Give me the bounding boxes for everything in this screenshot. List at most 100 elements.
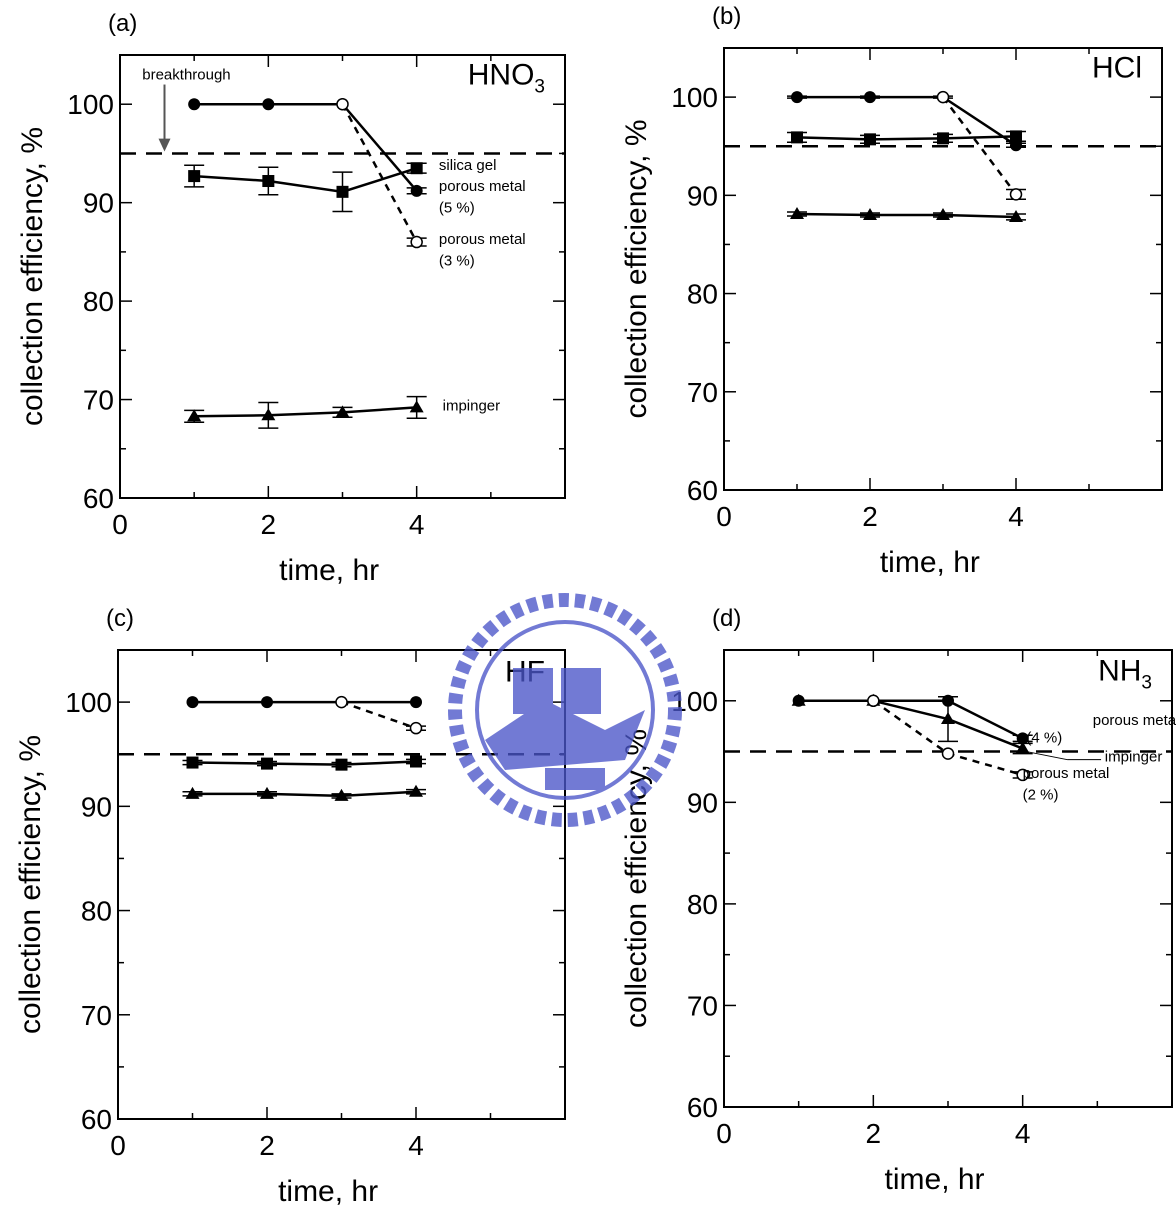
data-point [188, 170, 201, 183]
annotation: (5 %) [439, 200, 475, 217]
annotation: impinger [443, 397, 501, 414]
data-point [937, 132, 949, 145]
data-point [867, 694, 880, 708]
x-tick-label: 0 [110, 1130, 126, 1161]
data-point [410, 235, 423, 249]
data-point [864, 91, 876, 104]
data-point [1016, 768, 1029, 782]
series-line [798, 699, 1024, 750]
data-point [262, 98, 275, 111]
data-point [260, 786, 274, 799]
data-point [335, 405, 350, 418]
data-point [409, 721, 423, 735]
y-tick-label: 80 [83, 286, 114, 317]
data-point [410, 184, 423, 197]
annotation: (3 %) [439, 253, 475, 270]
x-tick-label: 0 [112, 509, 128, 540]
panel-label: (b) [712, 3, 741, 30]
x-axis-title: time, hr [885, 1163, 985, 1196]
data-point [336, 185, 349, 198]
data-point [187, 409, 202, 422]
series-line [798, 699, 1024, 740]
data-point [790, 206, 804, 219]
x-tick-label: 4 [409, 509, 425, 540]
data-point [335, 758, 348, 771]
annotation: impinger [1105, 749, 1163, 766]
annotation: (4 %) [1026, 729, 1062, 746]
data-point [261, 757, 273, 770]
series-line [797, 95, 1017, 147]
y-tick-label: 80 [687, 889, 718, 920]
data-point [186, 696, 199, 709]
data-point [1010, 130, 1022, 143]
data-point [410, 755, 422, 768]
series-line [341, 103, 418, 243]
y-tick-label: 70 [687, 377, 718, 408]
series-line [796, 135, 1017, 141]
y-tick-label: 60 [687, 475, 718, 506]
panel-c: 0 2 4 60 70 80 90 100 time, hr collection efficie… [14, 605, 566, 1207]
data-point [410, 162, 423, 175]
y-tick-label: 100 [67, 89, 114, 120]
data-point [410, 696, 422, 709]
data-point [864, 133, 876, 146]
x-tick-label: 2 [866, 1118, 882, 1149]
data-point [262, 175, 275, 188]
panel-label: (c) [106, 605, 134, 632]
impinger-pointer [1026, 751, 1068, 761]
annotation: porous metal [1023, 765, 1110, 782]
plot-frame [723, 47, 1163, 491]
data-point [791, 91, 803, 104]
series-line [341, 700, 417, 730]
data-point [936, 207, 950, 220]
species-subscript: 3 [1141, 672, 1152, 693]
species-subscript: 3 [534, 77, 545, 98]
y-tick-label: 60 [83, 483, 114, 514]
data-point [261, 696, 273, 709]
y-tick-label: 90 [687, 180, 718, 211]
species-label: HNO3 [468, 59, 545, 98]
x-tick-label: 2 [862, 501, 878, 532]
y-axis-title: collection efficiency, % [14, 735, 47, 1034]
y-tick-label: 80 [687, 279, 718, 310]
y-axis-title: collection efficiency, % [620, 119, 653, 418]
series-line [942, 96, 1017, 196]
y-tick-label: 70 [81, 1000, 112, 1031]
species-label: HCl [1092, 51, 1142, 84]
y-tick-label: 90 [81, 791, 112, 822]
data-point [334, 788, 349, 801]
species-main: NH [1098, 654, 1141, 687]
data-point [1015, 741, 1030, 754]
y-tick-label: 100 [65, 687, 112, 718]
x-tick-label: 4 [1015, 1118, 1031, 1149]
data-point [336, 97, 349, 111]
plot-frame [119, 54, 566, 499]
y-axis-title: collection efficiency, % [16, 127, 49, 426]
annotation: porous metal [439, 231, 526, 248]
panel-b: 0 2 4 60 70 80 90 100 time, hr collection efficie… [620, 3, 1163, 579]
watermark-seal [455, 600, 675, 820]
data-point [261, 408, 276, 421]
x-tick-label: 4 [408, 1130, 424, 1161]
y-tick-label: 60 [687, 1092, 718, 1123]
data-point [936, 90, 950, 104]
x-axis-title: time, hr [279, 554, 379, 587]
x-axis-title: time, hr [880, 546, 980, 579]
species-main: HNO [468, 59, 535, 92]
data-point [1009, 209, 1023, 222]
data-point [941, 747, 955, 760]
y-tick-label: 100 [671, 82, 718, 113]
x-tick-label: 4 [1008, 501, 1024, 532]
x-tick-label: 0 [716, 501, 732, 532]
annotation: porous metal [439, 178, 526, 195]
annotation: (2 %) [1023, 786, 1059, 803]
breakthrough-arrowhead [158, 138, 171, 152]
series-line [194, 406, 417, 418]
data-point [1009, 188, 1023, 201]
data-point [409, 400, 424, 413]
series-line [194, 167, 418, 194]
data-point [791, 693, 806, 706]
y-tick-label: 90 [687, 787, 718, 818]
annotation: breakthrough [142, 67, 230, 84]
